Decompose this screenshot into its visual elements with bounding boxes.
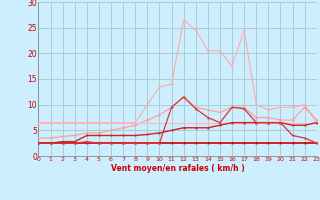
X-axis label: Vent moyen/en rafales ( km/h ): Vent moyen/en rafales ( km/h ) [111,164,244,173]
